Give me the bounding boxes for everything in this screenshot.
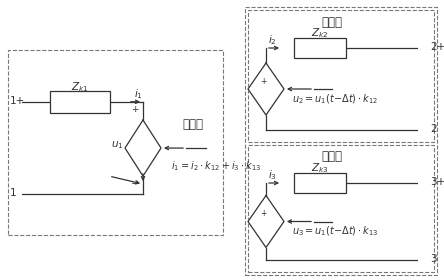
Text: 高压侧: 高压侧 xyxy=(182,118,203,130)
Polygon shape xyxy=(248,195,284,248)
Circle shape xyxy=(15,191,21,198)
Text: $u_3 = u_1(t{-}\Delta t) \cdot k_{13}$: $u_3 = u_1(t{-}\Delta t) \cdot k_{13}$ xyxy=(292,225,378,238)
Text: +: + xyxy=(260,76,266,85)
Text: 中压侧: 中压侧 xyxy=(321,15,342,29)
Circle shape xyxy=(419,127,425,134)
Text: 1: 1 xyxy=(10,188,16,198)
Text: $i_3$: $i_3$ xyxy=(268,168,277,182)
Circle shape xyxy=(419,256,425,263)
Bar xyxy=(245,7,437,275)
Text: 3+: 3+ xyxy=(430,177,444,187)
Text: $u_2 = u_1(t{-}\Delta t) \cdot k_{12}$: $u_2 = u_1(t{-}\Delta t) \cdot k_{12}$ xyxy=(292,92,378,106)
Text: +: + xyxy=(131,105,139,114)
Text: −: − xyxy=(131,179,139,189)
Bar xyxy=(248,145,434,272)
Polygon shape xyxy=(125,120,161,176)
Text: 3: 3 xyxy=(430,254,436,264)
Text: $u_1$: $u_1$ xyxy=(111,139,123,151)
Text: 2+: 2+ xyxy=(430,42,444,52)
Text: $i_1$: $i_1$ xyxy=(134,87,143,101)
Bar xyxy=(8,50,223,235)
Bar xyxy=(294,173,346,193)
Bar xyxy=(50,91,110,113)
Bar xyxy=(294,38,346,58)
Text: 1+: 1+ xyxy=(10,96,25,106)
Bar xyxy=(248,10,434,142)
Circle shape xyxy=(419,45,425,52)
Text: $Z_{k2}$: $Z_{k2}$ xyxy=(311,26,329,40)
Text: $Z_{k1}$: $Z_{k1}$ xyxy=(71,80,89,94)
Text: $i_2$: $i_2$ xyxy=(268,33,277,47)
Circle shape xyxy=(15,98,21,105)
Text: 2: 2 xyxy=(430,124,436,134)
Text: 低压侧: 低压侧 xyxy=(321,151,342,164)
Text: $i_1 = i_2 \cdot k_{12} + i_3 \cdot k_{13}$: $i_1 = i_2 \cdot k_{12} + i_3 \cdot k_{1… xyxy=(171,159,261,173)
Polygon shape xyxy=(248,63,284,115)
Text: $Z_{k3}$: $Z_{k3}$ xyxy=(311,161,329,175)
Circle shape xyxy=(419,179,425,186)
Text: +: + xyxy=(260,209,266,218)
